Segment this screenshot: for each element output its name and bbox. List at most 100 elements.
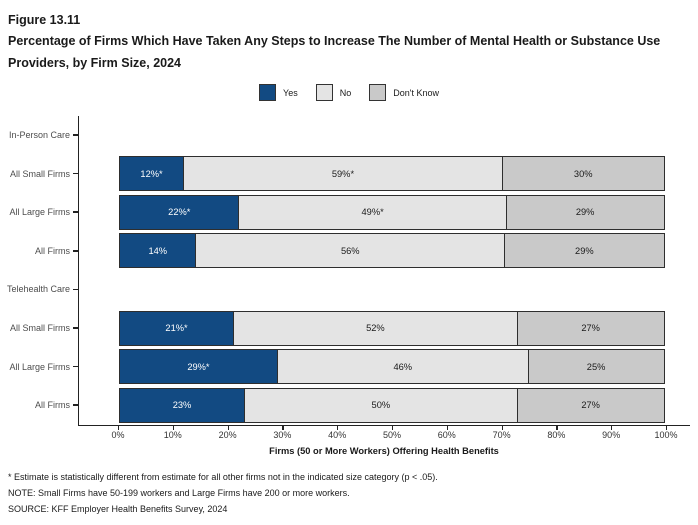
legend-label: No bbox=[339, 87, 352, 98]
x-tick-label: 50% bbox=[382, 429, 402, 440]
bar-segment-don-t-know: 29% bbox=[505, 194, 665, 230]
y-tick-mark bbox=[73, 172, 78, 175]
category-header-label: In-Person Care bbox=[8, 130, 70, 141]
x-tick-mark bbox=[282, 425, 284, 430]
bar-segment-yes: 22%* bbox=[119, 194, 240, 230]
y-axis-row: All Large Firms bbox=[8, 347, 78, 386]
x-tick-label: 40% bbox=[328, 429, 347, 440]
plot-row-header bbox=[79, 116, 690, 155]
y-axis-label: All Small Firms bbox=[10, 323, 70, 334]
legend-item-yes: Yes bbox=[259, 84, 298, 102]
legend-item-don-t-know: Don't Know bbox=[369, 84, 439, 102]
page-title: Percentage of Firms Which Have Taken Any… bbox=[8, 34, 661, 70]
plot-area: 12%* 59%* 30% 22%* 49%* 29% 14% 56% 29% 21%* 52% 27… bbox=[78, 115, 690, 426]
y-tick-mark bbox=[73, 211, 78, 213]
footnote-note: NOTE: Small Firms have 50-199 workers an… bbox=[8, 487, 350, 498]
x-tick-mark bbox=[227, 425, 229, 430]
bar-segment-no: 50% bbox=[243, 387, 518, 423]
y-axis-label: All Firms bbox=[35, 400, 70, 411]
stacked-bar-all-firms: 23% 50% 27% bbox=[119, 387, 667, 423]
bar-segment-yes: 12%* bbox=[119, 156, 185, 192]
y-tick-mark bbox=[73, 327, 78, 329]
bar-segment-yes: 21%* bbox=[119, 310, 235, 346]
bar-segment-don-t-know: 29% bbox=[504, 233, 665, 269]
x-tick-mark bbox=[118, 425, 120, 430]
x-tick-mark bbox=[556, 425, 558, 430]
legend-swatch-don-t-know-icon bbox=[369, 84, 387, 102]
y-axis-row: In-Person Care bbox=[8, 116, 78, 155]
y-tick-mark bbox=[73, 134, 78, 136]
legend: Yes No Don't Know bbox=[8, 84, 690, 102]
x-tick-label: 20% bbox=[218, 429, 237, 440]
plot-row: 22%* 49%* 29% bbox=[79, 193, 690, 232]
x-tick-label: 80% bbox=[547, 429, 566, 440]
x-tick-label: 70% bbox=[492, 429, 511, 440]
x-tick-label: 10% bbox=[163, 429, 182, 440]
y-axis-labels: In-Person Care All Small Firms All Large F… bbox=[6, 116, 78, 426]
x-tick-label: 0% bbox=[111, 429, 125, 440]
stacked-bar-all-small-firms: 12%* 59%* 30% bbox=[119, 156, 667, 192]
plot-row: 21%* 52% 27% bbox=[79, 309, 690, 348]
figure-number: Figure 13.11 bbox=[8, 13, 81, 27]
bar-segment-don-t-know: 25% bbox=[527, 349, 665, 385]
y-axis-row: Telehealth Care bbox=[6, 270, 78, 309]
stacked-bar-all-firms: 14% 56% 29% bbox=[119, 233, 667, 269]
x-tick-label: 100% bbox=[654, 429, 678, 440]
chart: In-Person Care All Small Firms All Large F… bbox=[6, 115, 690, 426]
bar-segment-yes: 29%* bbox=[119, 349, 278, 385]
plot-row: 14% 56% 29% bbox=[79, 232, 690, 271]
bar-segment-no: 59%* bbox=[182, 156, 504, 192]
y-axis-label: All Large Firms bbox=[9, 207, 70, 218]
x-axis-title: Firms (50 or More Workers) Offering Heal… bbox=[269, 445, 499, 456]
y-axis-row: All Small Firms bbox=[8, 309, 78, 348]
footnotes: * Estimate is statistically different fr… bbox=[8, 469, 690, 518]
bar-segment-yes: 23% bbox=[119, 387, 246, 423]
stacked-bar-all-small-firms: 21%* 52% 27% bbox=[119, 310, 667, 346]
y-axis-row: All Large Firms bbox=[8, 193, 78, 232]
bar-segment-no: 56% bbox=[195, 233, 506, 269]
bar-segment-no: 52% bbox=[232, 310, 518, 346]
x-tick-label: 90% bbox=[602, 429, 621, 440]
plot-row: 23% 50% 27% bbox=[79, 386, 690, 425]
x-tick-label: 60% bbox=[437, 429, 456, 440]
legend-swatch-no-icon bbox=[315, 84, 333, 102]
bar-segment-no: 46% bbox=[276, 349, 529, 385]
footnote-source: SOURCE: KFF Employer Health Benefits Sur… bbox=[8, 503, 228, 514]
x-tick-mark bbox=[392, 425, 394, 430]
legend-label: Yes bbox=[283, 87, 298, 98]
y-axis-row: All Firms bbox=[8, 232, 78, 271]
legend-swatch-yes-icon bbox=[259, 84, 277, 102]
y-tick-mark bbox=[73, 365, 78, 368]
plot-row: 29%* 46% 25% bbox=[79, 347, 690, 386]
y-axis-label: All Small Firms bbox=[10, 168, 70, 179]
y-axis-label: All Large Firms bbox=[9, 361, 70, 372]
y-tick-mark bbox=[73, 250, 78, 252]
plot-row: 12%* 59%* 30% bbox=[79, 154, 690, 193]
y-tick-mark bbox=[73, 404, 78, 406]
y-tick-mark bbox=[73, 288, 78, 291]
x-tick-mark bbox=[446, 425, 449, 430]
x-tick-mark bbox=[666, 425, 668, 430]
x-tick-label: 30% bbox=[273, 429, 292, 440]
stacked-bar-all-large-firms: 22%* 49%* 29% bbox=[119, 194, 667, 230]
bar-segment-yes: 14% bbox=[119, 233, 197, 269]
x-axis: 0% 10% 20% 30% 40% 50% 60% 70% 80% 90% 100% bbox=[111, 425, 678, 443]
legend-item-no: No bbox=[315, 84, 352, 102]
y-axis-row: All Small Firms bbox=[8, 154, 78, 193]
bar-segment-don-t-know: 27% bbox=[516, 387, 665, 423]
plot-row-header bbox=[79, 270, 690, 309]
x-tick-mark bbox=[611, 425, 613, 430]
legend-label: Don't Know bbox=[393, 87, 439, 98]
bar-segment-no: 49%* bbox=[238, 194, 507, 230]
footnote-estimate: * Estimate is statistically different fr… bbox=[8, 471, 438, 482]
x-tick-mark bbox=[501, 425, 503, 430]
stacked-bar-all-large-firms: 29%* 46% 25% bbox=[119, 349, 667, 385]
x-tick-mark bbox=[172, 425, 175, 430]
y-axis-row: All Firms bbox=[8, 386, 78, 425]
y-axis-label: All Firms bbox=[35, 245, 70, 256]
bar-segment-don-t-know: 27% bbox=[516, 310, 665, 346]
x-tick-mark bbox=[337, 425, 339, 430]
bar-segment-don-t-know: 30% bbox=[501, 156, 665, 192]
category-header-label: Telehealth Care bbox=[6, 284, 70, 295]
